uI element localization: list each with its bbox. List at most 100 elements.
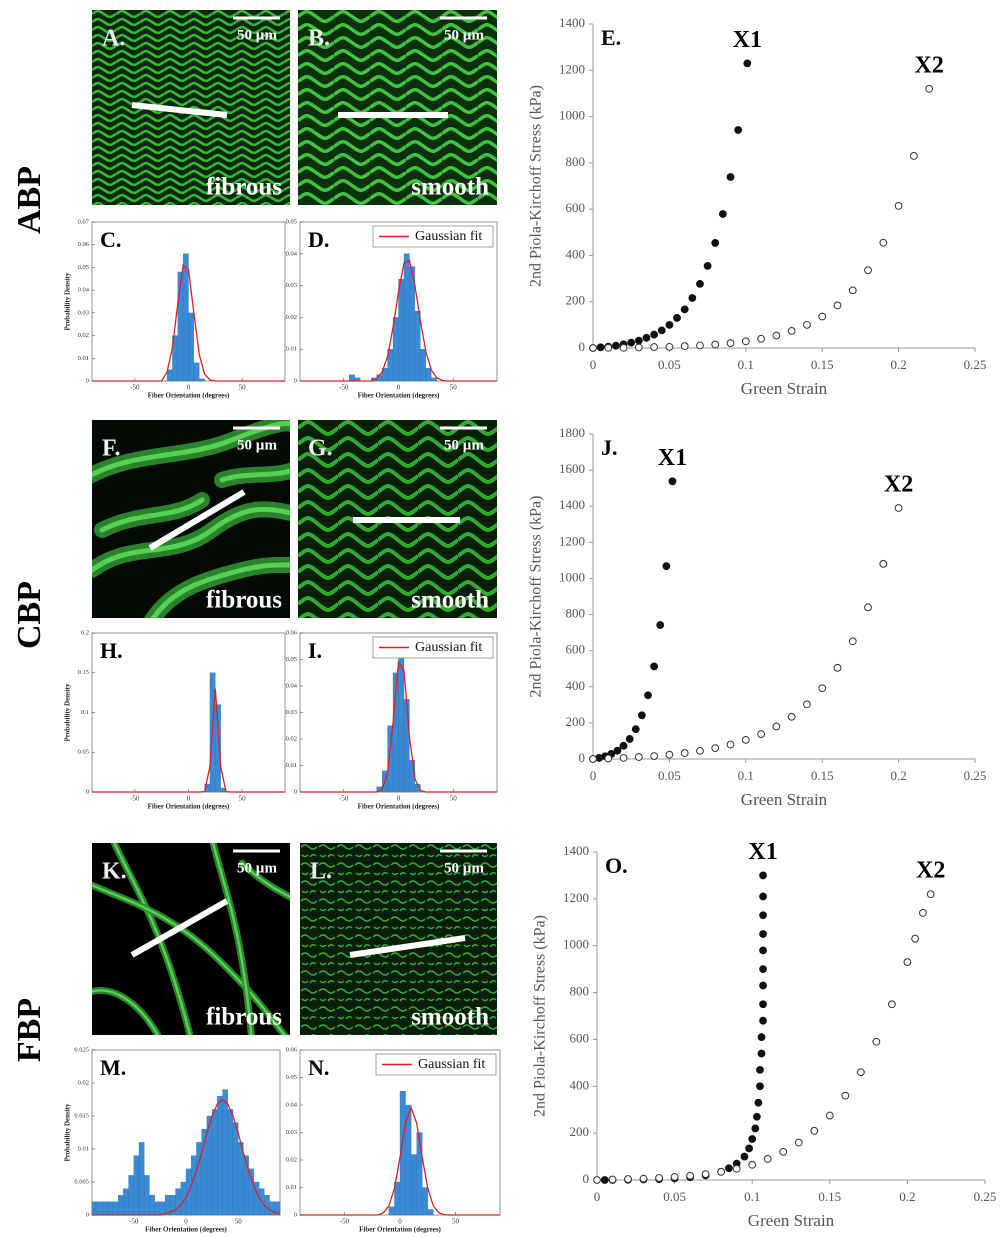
panel-letter: G. [308,436,333,462]
x-tick-label: 0 [397,384,401,392]
x-tick-label: 0 [397,795,401,803]
x-tick-label: 50 [235,1218,243,1226]
histogram-bar [410,1154,417,1216]
fiber-highlight [92,883,287,1035]
y-tick-label: 0.06 [286,629,298,636]
data-point [639,1174,648,1183]
y-tick-label: 1200 [559,61,585,76]
data-point [696,279,704,288]
series-label: X1 [658,445,687,471]
histogram-bar [414,310,421,382]
data-point [879,238,888,247]
data-point [759,946,767,955]
x-axis-label: Green Strain [741,790,828,809]
data-point [668,477,677,486]
y-tick-label: 0.05 [78,264,89,271]
histogram-bar [182,253,189,382]
data-point [627,338,636,347]
data-point [662,562,671,571]
data-point [665,750,674,759]
fiber-highlight [240,861,290,899]
histogram-bar [222,1089,228,1216]
x-tick-label: 0 [184,1218,188,1226]
y-tick-label: 0.03 [78,309,89,316]
data-point [741,337,750,346]
histogram-bar [107,1201,114,1216]
data-point [757,730,765,738]
histogram-bar [149,1195,155,1216]
x-tick-label: 0 [594,1189,601,1204]
panel-letter: C. [100,227,121,252]
data-point [787,712,796,721]
y-tick-label: 0.05 [286,218,297,225]
data-point [759,1000,767,1009]
data-point [894,504,903,512]
y-tick-label: 0 [583,1171,590,1186]
y-tick-label: 0.01 [286,346,297,353]
data-point [725,1164,733,1173]
micrograph-content: 50 µm K. fibrous [92,843,290,1035]
data-point [711,744,720,753]
micrograph: 50 µm B. smooth [298,10,497,205]
image-caption: fibrous [206,587,282,614]
series-label: X2 [884,472,913,498]
fiber-highlight [92,506,290,573]
y-tick-label: 1000 [559,569,585,584]
x-tick-label: 0.05 [663,1189,686,1204]
panel-letter: D. [308,227,329,252]
x-tick-label: 0.05 [658,768,681,783]
micrograph-image [92,10,290,205]
x-tick-label: 0 [590,768,597,783]
histogram-bar [144,1175,150,1216]
data-point [696,746,704,755]
micrograph: 50 µm A. fibrous [92,10,290,205]
y-tick-label: 0.07 [78,218,90,225]
data-point [754,1098,763,1107]
y-tick-label: 400 [570,1077,590,1092]
data-point [772,331,781,340]
fiber-highlight [99,497,205,533]
y-tick-label: 0.01 [78,355,89,362]
data-point [624,1175,632,1183]
series-label: X1 [748,839,777,865]
data-point [759,892,767,901]
data-point [593,1176,601,1184]
image-caption: smooth [411,1004,489,1031]
data-point [589,344,597,352]
data-point [864,266,872,275]
histogram-bar [193,362,200,382]
data-point [688,294,697,302]
panel-letter: I. [308,638,322,663]
data-point [726,740,735,749]
data-point [748,1135,757,1143]
micrograph: 50 µm L. smooth [300,843,497,1035]
y-axis-label: 2nd Piola-Kirchoff Stress (kPa) [528,496,545,698]
data-point [926,890,935,899]
y-tick-label: 0.02 [286,1156,297,1163]
data-point [634,753,643,761]
panel-letter: L. [310,859,332,885]
panel-letter: M. [100,1055,126,1080]
data-point [879,559,888,568]
data-point [763,1155,772,1163]
y-tick-label: 600 [566,200,586,215]
y-tick-label: 0.02 [286,735,297,742]
panel-letter: H. [100,638,123,663]
y-tick-label: 0 [579,339,586,354]
data-point [887,1000,896,1009]
histogram-bar [349,374,355,382]
x-axis-label: Fiber Orientation (degrees) [148,392,230,400]
histogram-bar [166,369,173,382]
data-point [703,261,712,270]
histogram-bar [159,1201,166,1216]
data-point [686,1171,695,1180]
data-point [680,342,689,351]
x-tick-label: 0 [187,795,191,803]
y-tick-label: 400 [566,246,586,261]
data-point [757,334,765,343]
x-tick-label: 0.15 [811,768,834,783]
histogram-bar [154,1201,161,1216]
plot-frame [91,632,286,793]
y-tick-label: 0.04 [78,287,90,294]
